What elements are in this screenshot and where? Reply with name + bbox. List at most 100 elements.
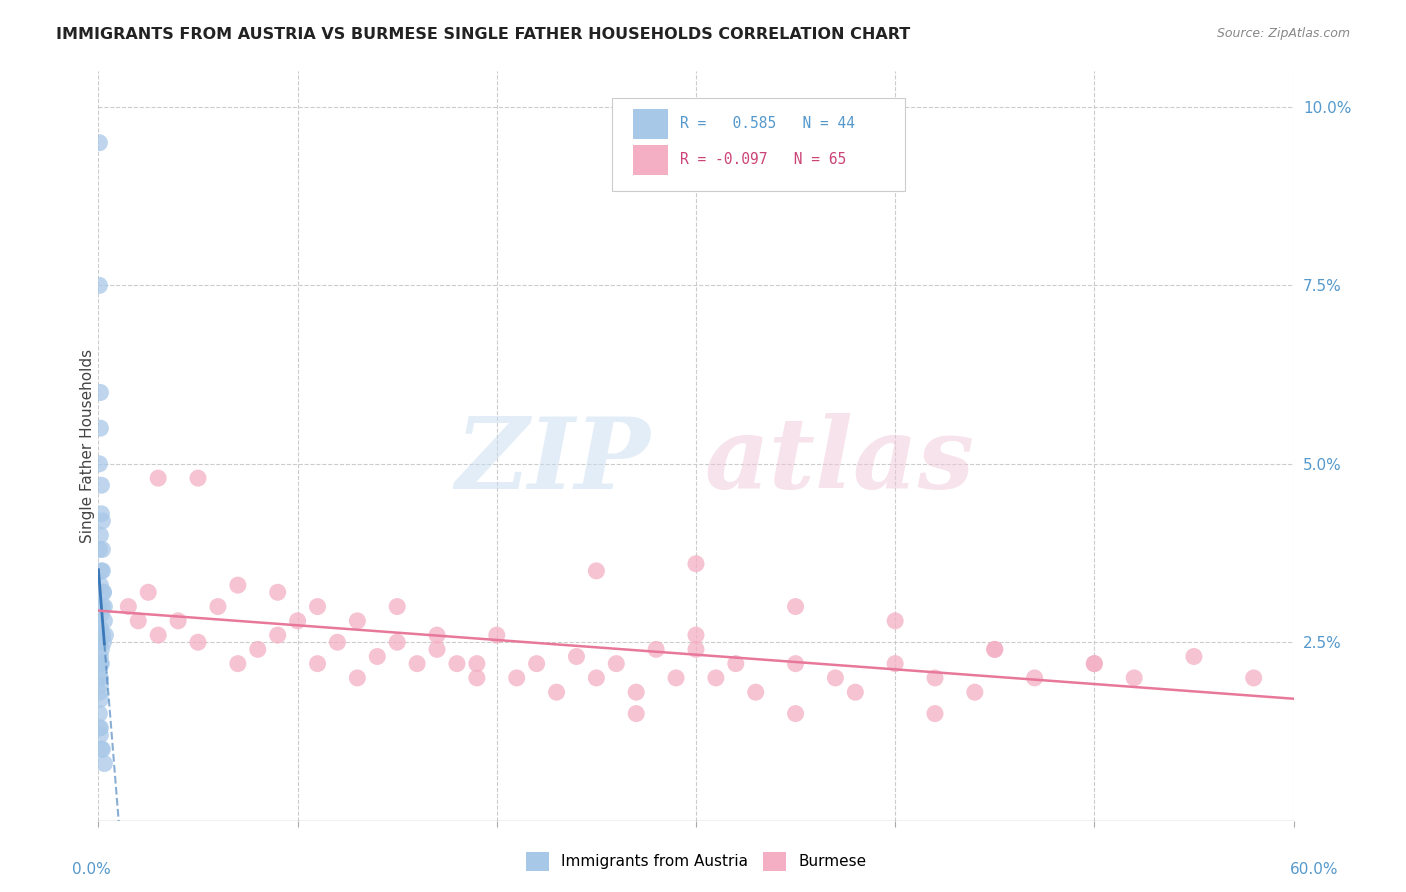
Point xyxy=(685,642,707,657)
Point xyxy=(90,564,112,578)
Point xyxy=(1024,671,1046,685)
Point xyxy=(90,478,112,492)
Point xyxy=(148,628,170,642)
Point xyxy=(546,685,568,699)
Point xyxy=(645,642,668,657)
Point xyxy=(585,564,607,578)
Point xyxy=(93,585,115,599)
Point xyxy=(1083,657,1105,671)
Bar xyxy=(633,109,668,139)
Legend: Immigrants from Austria, Burmese: Immigrants from Austria, Burmese xyxy=(520,846,872,877)
Point xyxy=(406,657,429,671)
Point xyxy=(924,671,946,685)
Point xyxy=(226,657,249,671)
Point xyxy=(824,671,846,685)
Point xyxy=(267,585,290,599)
Point xyxy=(626,706,648,721)
Point xyxy=(90,507,112,521)
Text: 0.0%: 0.0% xyxy=(72,863,111,877)
Text: atlas: atlas xyxy=(704,413,974,509)
Bar xyxy=(633,145,668,175)
Point xyxy=(91,514,114,528)
Point xyxy=(884,614,907,628)
Point xyxy=(89,136,111,150)
Point xyxy=(90,657,112,671)
Point xyxy=(844,685,866,699)
Point xyxy=(93,635,115,649)
Point xyxy=(226,578,249,592)
Point xyxy=(526,657,548,671)
Text: R =   0.585   N = 44: R = 0.585 N = 44 xyxy=(681,116,855,131)
Point xyxy=(924,706,946,721)
Point xyxy=(89,692,111,706)
Point xyxy=(89,278,111,293)
Point xyxy=(685,628,707,642)
Point xyxy=(1243,671,1265,685)
Point xyxy=(1123,671,1146,685)
Point xyxy=(385,635,409,649)
Point xyxy=(91,742,114,756)
Point xyxy=(884,657,907,671)
Point xyxy=(785,657,807,671)
Point xyxy=(485,628,508,642)
Point xyxy=(685,557,707,571)
Point xyxy=(745,685,768,699)
Text: 60.0%: 60.0% xyxy=(1291,863,1339,877)
Point xyxy=(366,649,388,664)
Point xyxy=(89,706,111,721)
Point xyxy=(93,756,115,771)
Point xyxy=(89,599,111,614)
Point xyxy=(94,628,117,642)
Text: IMMIGRANTS FROM AUSTRIA VS BURMESE SINGLE FATHER HOUSEHOLDS CORRELATION CHART: IMMIGRANTS FROM AUSTRIA VS BURMESE SINGL… xyxy=(56,27,911,42)
Point xyxy=(93,599,115,614)
Point xyxy=(565,649,588,664)
Point xyxy=(89,657,111,671)
Point xyxy=(626,685,648,699)
Point xyxy=(785,599,807,614)
Point xyxy=(785,706,807,721)
Point xyxy=(307,657,329,671)
Point xyxy=(346,671,368,685)
Point xyxy=(465,657,488,671)
Point xyxy=(89,635,111,649)
Point xyxy=(963,685,986,699)
Point xyxy=(93,614,115,628)
Point xyxy=(326,635,349,649)
Point xyxy=(89,657,111,671)
Point xyxy=(91,599,114,614)
Point xyxy=(90,607,112,621)
Point xyxy=(704,671,727,685)
Point xyxy=(93,585,115,599)
Point xyxy=(136,585,159,599)
Point xyxy=(89,721,111,735)
Point xyxy=(307,599,329,614)
Point xyxy=(465,671,488,685)
Point xyxy=(89,457,111,471)
Point xyxy=(89,678,111,692)
Point xyxy=(446,657,468,671)
FancyBboxPatch shape xyxy=(613,97,905,191)
Point xyxy=(187,635,209,649)
Point xyxy=(89,685,111,699)
Point xyxy=(127,614,149,628)
Point xyxy=(167,614,190,628)
Point xyxy=(665,671,688,685)
Point xyxy=(724,657,747,671)
Point xyxy=(1182,649,1205,664)
Point xyxy=(89,649,111,664)
Y-axis label: Single Father Households: Single Father Households xyxy=(80,349,94,543)
Point xyxy=(89,385,111,400)
Point xyxy=(91,628,114,642)
Point xyxy=(89,528,111,542)
Point xyxy=(585,671,607,685)
Point xyxy=(605,657,627,671)
Point xyxy=(1083,657,1105,671)
Point xyxy=(207,599,229,614)
Point xyxy=(89,621,111,635)
Point xyxy=(426,628,449,642)
Point xyxy=(90,742,112,756)
Text: ZIP: ZIP xyxy=(456,413,650,509)
Point xyxy=(89,421,111,435)
Point xyxy=(89,671,111,685)
Point xyxy=(117,599,139,614)
